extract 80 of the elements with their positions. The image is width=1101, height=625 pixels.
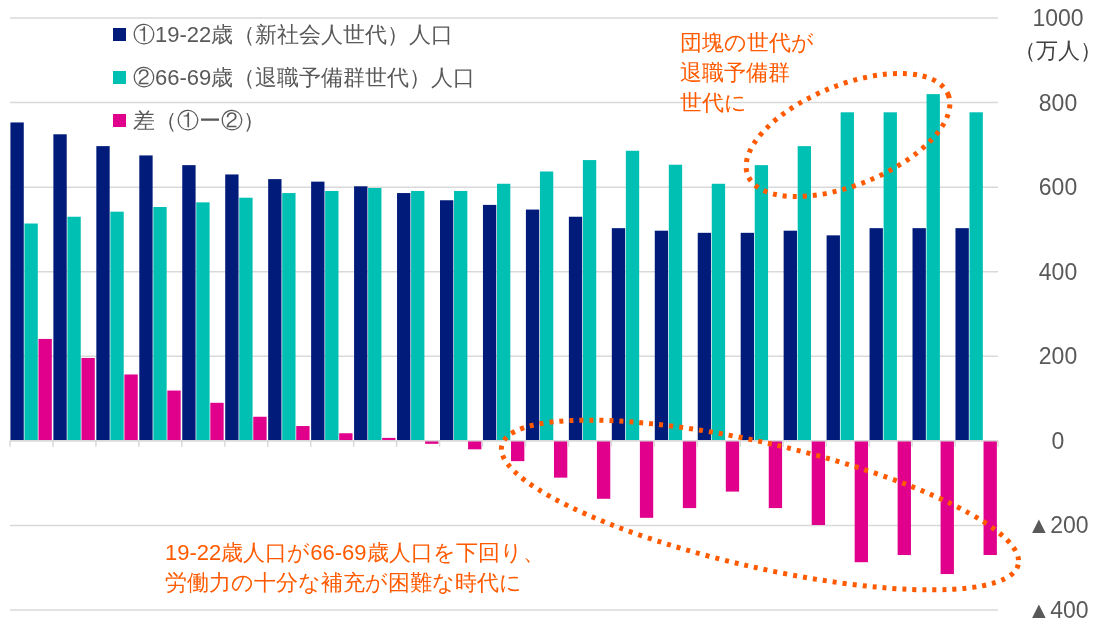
bar — [110, 211, 124, 441]
bar — [969, 112, 983, 441]
bar — [196, 202, 210, 441]
bar — [368, 187, 382, 441]
bar — [124, 374, 138, 441]
bar — [912, 228, 926, 441]
bar — [897, 440, 911, 556]
y-tick-label: ▲400 — [1027, 597, 1089, 623]
bar — [296, 426, 310, 441]
bar — [754, 165, 769, 441]
bar — [153, 207, 167, 441]
annotation: 19-22歳人口が66-69歳人口を下回り、労働力の十分な補充が困難な時代に — [165, 540, 545, 595]
bar — [639, 440, 654, 518]
y-tick-label: 600 — [1038, 174, 1078, 201]
bar — [67, 216, 81, 441]
bar — [854, 440, 868, 563]
bar — [511, 440, 525, 462]
bar — [811, 440, 826, 526]
bar — [611, 228, 626, 441]
bar — [553, 440, 568, 478]
bar — [311, 181, 325, 441]
bar — [282, 193, 296, 441]
bar — [139, 155, 153, 441]
bar — [697, 232, 712, 441]
bar — [883, 112, 897, 441]
bar — [740, 232, 755, 441]
bar — [24, 223, 38, 441]
bar — [96, 146, 110, 441]
bar — [668, 164, 683, 441]
bar — [354, 186, 368, 441]
bar — [268, 179, 282, 441]
legend-label: ②66-69歳（退職予備群世代）人口 — [133, 65, 476, 90]
legend-label: ①19-22歳（新社会人世代）人口 — [133, 22, 454, 47]
bar — [454, 190, 468, 441]
y-tick-label: 0 — [1051, 427, 1065, 454]
bar — [768, 440, 783, 509]
y-axis-title: （万人） — [1014, 38, 1101, 63]
bar — [239, 197, 253, 441]
bar — [525, 209, 540, 441]
bar — [955, 228, 969, 441]
bar — [568, 216, 583, 441]
bar — [81, 357, 95, 441]
annotation: 団塊の世代が退職予備群世代に — [680, 30, 814, 115]
bar — [167, 390, 181, 441]
bar — [339, 433, 353, 441]
bar — [225, 174, 239, 441]
bar — [253, 416, 267, 441]
bar — [926, 94, 940, 441]
legend-label: 差（①ー②） — [133, 108, 265, 133]
bar — [682, 440, 697, 509]
bar — [783, 230, 797, 441]
bar — [397, 193, 411, 441]
bar — [582, 160, 597, 441]
bar — [797, 146, 812, 441]
bar — [53, 134, 67, 441]
bar — [840, 112, 854, 441]
y-tick-label: 200 — [1038, 343, 1078, 370]
bar — [182, 165, 196, 441]
bar — [654, 230, 669, 441]
bar — [940, 440, 954, 575]
bar — [496, 183, 511, 441]
bar — [10, 122, 24, 441]
bar — [325, 190, 339, 441]
y-tick-label: 1000 — [1032, 5, 1084, 31]
bar — [711, 183, 726, 441]
bar — [983, 440, 997, 556]
bar — [411, 190, 425, 441]
bar — [482, 204, 497, 441]
bar — [596, 440, 611, 499]
bar — [440, 200, 454, 441]
bar — [725, 440, 740, 492]
bar — [210, 402, 224, 441]
bar — [869, 228, 883, 441]
bar — [539, 171, 554, 441]
y-tick-label: ▲200 — [1027, 512, 1089, 539]
bar — [625, 150, 640, 441]
y-tick-label: 800 — [1038, 89, 1078, 116]
bar — [38, 338, 52, 441]
bar — [826, 235, 840, 441]
y-tick-label: 400 — [1038, 258, 1078, 285]
